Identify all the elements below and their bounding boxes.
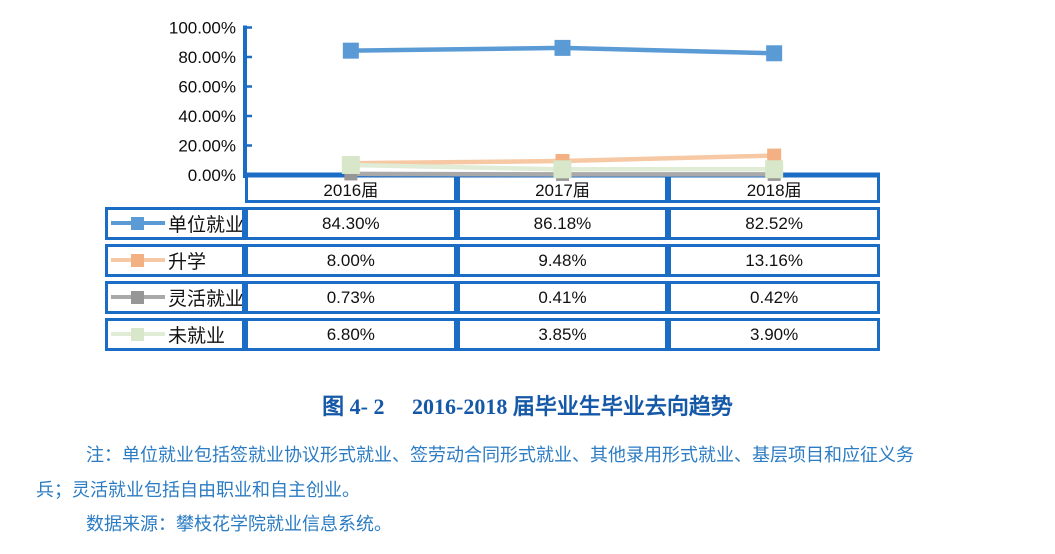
legend-cell-flexible-employment: 灵活就业 (105, 281, 245, 314)
further-study-line-marker-icon (111, 253, 165, 268)
value-cell-unit-employment-1: 86.18% (456, 207, 669, 240)
y-tick-label: 100.00% (169, 19, 236, 38)
note-line-3: 数据来源：攀枝花学院就业信息系统。 (86, 514, 392, 534)
series-marker-not-employed-1 (553, 160, 572, 179)
table-row-unit-employment: 单位就业 84.30% 86.18% 82.52% (105, 207, 880, 240)
unit-employment-line-marker-icon (111, 216, 165, 231)
legend-cell-not-employed: 未就业 (105, 318, 245, 351)
not-employed-line-marker-icon (111, 327, 165, 342)
table-row-not-employed: 未就业 6.80% 3.85% 3.90% (105, 318, 880, 351)
value-cell-unit-employment-2: 82.52% (668, 207, 880, 240)
value-cell-further-study-1: 9.48% (456, 244, 669, 277)
figure-caption: 图 4- 2 2016-2018 届毕业生毕业去向趋势 (322, 394, 733, 419)
note-line-1: 注：单位就业包括签就业协议形式就业、签劳动合同形式就业、其他录用形式就业、基层项… (86, 445, 914, 465)
value-cell-further-study-2: 13.16% (668, 244, 880, 277)
series-name: 升学 (168, 252, 207, 273)
chart-data-table: 2016届 2017届 2018届 单位就业 84.30% 86.18% 82.52% 升学 8… (105, 177, 880, 351)
note-line-2: 兵；灵活就业包括自由职业和自主创业。 (36, 479, 360, 500)
value-cell-not-employed-2: 3.90% (668, 318, 880, 351)
table-row-further-study: 升学 8.00% 9.48% 13.16% (105, 244, 880, 277)
series-name: 灵活就业 (168, 289, 245, 310)
table-header-row: 2016届 2017届 2018届 (245, 177, 880, 203)
series-marker-further-study-2 (767, 148, 782, 163)
value-cell-flexible-employment-2: 0.42% (668, 281, 880, 314)
value-cell-further-study-0: 8.00% (245, 244, 457, 277)
value-cell-flexible-employment-1: 0.41% (456, 281, 669, 314)
series-marker-unit-employment-0 (342, 42, 359, 59)
series-name: 单位就业 (168, 215, 245, 236)
series-marker-further-study-0 (343, 156, 358, 171)
y-tick-label: 20.00% (178, 137, 236, 156)
series-marker-unit-employment-1 (554, 39, 571, 56)
series-marker-not-employed-0 (341, 155, 360, 174)
value-cell-not-employed-1: 3.85% (456, 318, 669, 351)
series-name: 未就业 (168, 326, 226, 347)
year-header-cell-2: 2018届 (668, 177, 880, 203)
y-tick-label: 40.00% (178, 107, 236, 126)
flexible-employment-line-marker-icon (111, 290, 165, 305)
series-line-further-study (350, 153, 775, 166)
value-cell-not-employed-0: 6.80% (245, 318, 457, 351)
year-header-cell-1: 2017届 (456, 177, 669, 203)
value-cell-flexible-employment-0: 0.73% (245, 281, 457, 314)
series-marker-unit-employment-2 (766, 45, 783, 62)
series-line-not-employed (350, 162, 775, 172)
figure-notes: 注：单位就业包括签就业协议形式就业、签劳动合同形式就业、其他录用形式就业、基层项… (36, 438, 1027, 542)
y-tick-label: 80.00% (178, 48, 236, 67)
series-marker-further-study-1 (555, 154, 570, 169)
table-row-flexible-employment: 灵活就业 0.73% 0.41% 0.42% (105, 281, 880, 314)
legend-cell-unit-employment: 单位就业 (105, 207, 245, 240)
value-cell-unit-employment-0: 84.30% (245, 207, 457, 240)
year-header-cell-0: 2016届 (245, 177, 457, 203)
series-marker-not-employed-2 (765, 160, 784, 179)
series-line-unit-employment (350, 45, 775, 56)
legend-cell-further-study: 升学 (105, 244, 245, 277)
y-tick-label: 60.00% (178, 78, 236, 97)
